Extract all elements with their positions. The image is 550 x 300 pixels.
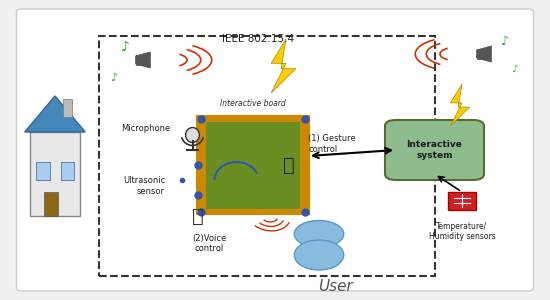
Bar xyxy=(60,162,74,180)
Text: ♪: ♪ xyxy=(121,40,130,54)
Bar xyxy=(30,132,80,216)
Circle shape xyxy=(294,220,344,248)
Text: Interactive board: Interactive board xyxy=(220,99,286,108)
FancyBboxPatch shape xyxy=(16,9,534,291)
Text: 🤚: 🤚 xyxy=(192,206,204,226)
Text: IEEE 802.15.4: IEEE 802.15.4 xyxy=(222,34,295,44)
Ellipse shape xyxy=(294,240,344,270)
Polygon shape xyxy=(135,52,151,68)
Text: User: User xyxy=(318,279,353,294)
Polygon shape xyxy=(271,39,296,93)
Bar xyxy=(99,36,435,276)
FancyBboxPatch shape xyxy=(448,192,476,210)
Polygon shape xyxy=(25,96,85,132)
Bar xyxy=(135,55,143,65)
Polygon shape xyxy=(450,84,470,126)
Bar xyxy=(36,162,50,180)
Bar xyxy=(63,99,72,117)
Text: Temperature/
Humidity sensors: Temperature/ Humidity sensors xyxy=(428,222,496,242)
Text: ♪: ♪ xyxy=(500,35,509,48)
Polygon shape xyxy=(476,46,492,62)
Text: ♪: ♪ xyxy=(512,64,518,74)
FancyBboxPatch shape xyxy=(385,120,484,180)
Text: (1) Gesture
control: (1) Gesture control xyxy=(308,134,356,154)
Text: ✋: ✋ xyxy=(283,155,295,175)
Text: Interactive
system: Interactive system xyxy=(406,140,463,160)
Text: Ultrasonic
sensor: Ultrasonic sensor xyxy=(123,176,165,196)
Text: Microphone: Microphone xyxy=(121,124,170,134)
Bar xyxy=(44,192,58,216)
FancyBboxPatch shape xyxy=(198,117,308,213)
Ellipse shape xyxy=(186,128,199,142)
Text: (2)Voice
control: (2)Voice control xyxy=(192,234,226,254)
Text: ♪: ♪ xyxy=(110,73,117,83)
Bar xyxy=(476,49,484,59)
FancyBboxPatch shape xyxy=(206,122,300,208)
